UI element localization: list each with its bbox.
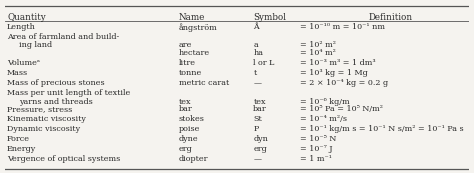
Text: = 10⁻¹⁰ m = 10⁻¹ nm: = 10⁻¹⁰ m = 10⁻¹ nm xyxy=(300,23,385,31)
Text: Name: Name xyxy=(179,13,205,22)
Text: ångström: ångström xyxy=(179,23,218,32)
Text: = 10⁻¹ kg/m s = 10⁻¹ N s/m² = 10⁻¹ Pa s: = 10⁻¹ kg/m s = 10⁻¹ N s/m² = 10⁻¹ Pa s xyxy=(300,125,464,133)
Text: Å: Å xyxy=(253,23,259,31)
Text: Energy: Energy xyxy=(7,145,36,153)
Text: —: — xyxy=(253,79,261,87)
Text: —: — xyxy=(253,155,261,163)
Text: diopter: diopter xyxy=(179,155,209,163)
Text: = 10⁵ Pa = 10⁵ N/m²: = 10⁵ Pa = 10⁵ N/m² xyxy=(300,105,383,113)
Text: = 10⁻⁵ N: = 10⁻⁵ N xyxy=(300,135,336,143)
Text: erg: erg xyxy=(179,145,193,153)
Text: stokes: stokes xyxy=(179,115,205,123)
Text: Quantity: Quantity xyxy=(7,13,46,22)
Text: tex: tex xyxy=(179,98,191,106)
Text: dyn: dyn xyxy=(253,135,268,143)
Text: Dynamic viscosity: Dynamic viscosity xyxy=(7,125,80,133)
Text: bar: bar xyxy=(253,105,267,113)
Text: Definition: Definition xyxy=(368,13,412,22)
Text: = 10⁻³ m³ = 1 dm³: = 10⁻³ m³ = 1 dm³ xyxy=(300,59,375,67)
Text: = 2 × 10⁻⁴ kg = 0.2 g: = 2 × 10⁻⁴ kg = 0.2 g xyxy=(300,79,388,87)
Text: bar: bar xyxy=(179,105,193,113)
Text: Symbol: Symbol xyxy=(253,13,286,22)
Text: dyne: dyne xyxy=(179,135,199,143)
Text: = 10⁻⁶ kg/m: = 10⁻⁶ kg/m xyxy=(300,98,349,106)
Text: = 10⁻⁴ m²/s: = 10⁻⁴ m²/s xyxy=(300,115,346,123)
Text: Area of farmland and build-: Area of farmland and build- xyxy=(7,33,119,41)
Text: Vergence of optical systems: Vergence of optical systems xyxy=(7,155,120,163)
Text: poise: poise xyxy=(179,125,201,133)
Text: Mass of precious stones: Mass of precious stones xyxy=(7,79,105,87)
Text: tex: tex xyxy=(253,98,266,106)
Text: litre: litre xyxy=(179,59,196,67)
Text: Volumeᵃ: Volumeᵃ xyxy=(7,59,40,67)
Text: St: St xyxy=(253,115,262,123)
Text: yarns and threads: yarns and threads xyxy=(18,98,92,106)
Text: = 1 m⁻¹: = 1 m⁻¹ xyxy=(300,155,332,163)
Text: = 10² m²: = 10² m² xyxy=(300,41,336,49)
Text: hectare: hectare xyxy=(179,49,210,57)
Text: l or L: l or L xyxy=(253,59,274,67)
Text: Mass per unit length of textile: Mass per unit length of textile xyxy=(7,89,130,97)
Text: Mass: Mass xyxy=(7,69,28,77)
Text: erg: erg xyxy=(253,145,267,153)
Text: Pressure, stress: Pressure, stress xyxy=(7,105,73,113)
Text: ha: ha xyxy=(253,49,263,57)
Text: t: t xyxy=(253,69,256,77)
Text: Force: Force xyxy=(7,135,30,143)
Text: tonne: tonne xyxy=(179,69,202,77)
Text: P: P xyxy=(253,125,258,133)
Text: are: are xyxy=(179,41,192,49)
Text: Kinematic viscosity: Kinematic viscosity xyxy=(7,115,86,123)
Text: metric carat: metric carat xyxy=(179,79,229,87)
Text: = 10⁴ m²: = 10⁴ m² xyxy=(300,49,336,57)
Text: ing land: ing land xyxy=(18,41,52,49)
Text: = 10³ kg = 1 Mg: = 10³ kg = 1 Mg xyxy=(300,69,367,77)
Text: = 10⁻⁷ J: = 10⁻⁷ J xyxy=(300,145,332,153)
Text: a: a xyxy=(253,41,258,49)
Text: Length: Length xyxy=(7,23,36,31)
